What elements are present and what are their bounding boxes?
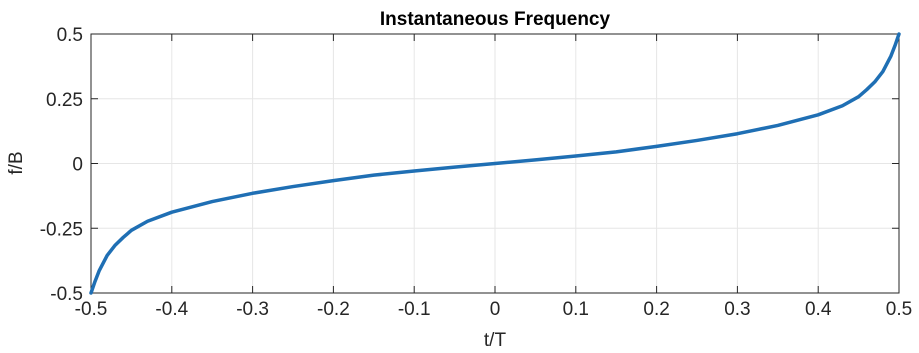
series-layer [89, 32, 901, 295]
x-tick-label: -0.5 [75, 299, 108, 320]
x-tick-label: -0.3 [236, 299, 269, 320]
x-tick-label: -0.4 [155, 299, 188, 320]
x-tick-label: 0.5 [886, 299, 912, 320]
x-tick-label: 0.3 [724, 299, 750, 320]
y-tick-label: -0.25 [40, 219, 83, 240]
x-tick-label: -0.2 [317, 299, 350, 320]
x-tick-label: 0 [490, 299, 501, 320]
x-tick-label: 0.4 [805, 299, 832, 320]
y-tick-labels: -0.5 -0.25 0 0.25 0.5 [40, 25, 83, 305]
series-line [89, 32, 901, 295]
x-tick-label: 0.2 [643, 299, 669, 320]
chart-title: Instantaneous Frequency [380, 9, 611, 30]
y-tick-label: 0 [72, 155, 83, 176]
y-axis-label: f/B [6, 151, 27, 174]
y-tick-label: 0.5 [57, 25, 83, 46]
x-axis-label: t/T [484, 330, 507, 351]
y-tick-label: 0.25 [46, 90, 83, 111]
x-tick-labels: -0.5 -0.4 -0.3 -0.2 -0.1 0 0.1 0.2 0.3 0.4 0.5 [75, 299, 913, 320]
y-tick-label: -0.5 [50, 284, 83, 305]
x-tick-label: 0.1 [563, 299, 589, 320]
x-tick-label: -0.1 [398, 299, 431, 320]
